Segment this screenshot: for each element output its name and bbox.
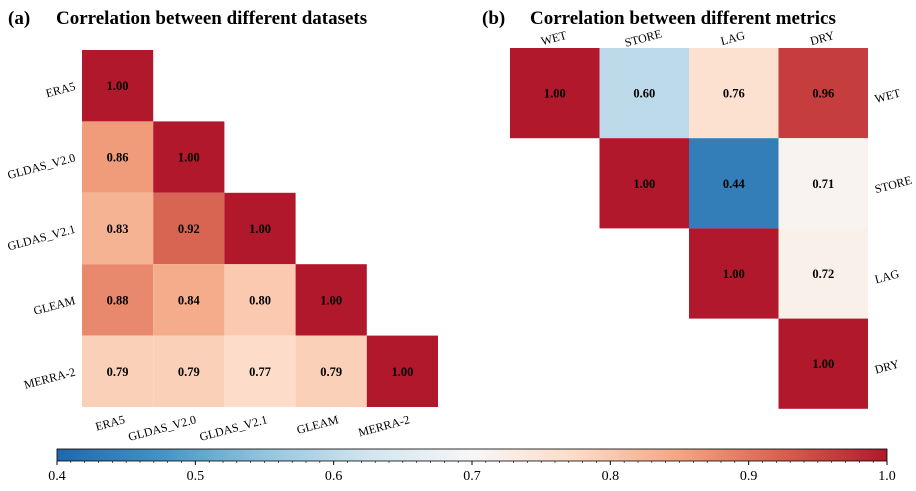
panel-a-letter: (a) (8, 8, 30, 29)
panel-a-cell-label-4-4: 1.00 (391, 365, 413, 379)
panel-b-col-labels: WET STORE LAG DRY (539, 26, 836, 49)
panel-b-cell-2-2 (689, 228, 779, 319)
colorbar-tick-label-6: 1.0 (878, 469, 896, 484)
panel-b-cell-1-3 (778, 138, 868, 229)
panel-a-cell-3-0 (82, 264, 154, 336)
panel-a-cell-label-4-2: 0.77 (249, 365, 271, 379)
colorbar-tick-label-2: 0.6 (325, 469, 343, 484)
panel-b-cell-label-1-2: 0.44 (723, 177, 746, 191)
panel-b-cell-1-1 (599, 138, 689, 229)
panel-a-col-label-1: GLDAS_V2.0 (127, 412, 198, 444)
panel-a-cell-2-0 (82, 192, 154, 265)
panel-a-cell-4-3 (295, 335, 367, 407)
panel-b-cell-2-3 (778, 228, 868, 319)
panel-b-row-label-3: DRY (873, 357, 901, 377)
panel-b-row-labels: WET STORE LAG DRY (873, 86, 913, 377)
panel-b-cell-label-0-3: 0.96 (812, 87, 834, 101)
colorbar-tick-label-1: 0.5 (187, 469, 205, 484)
panel-a-title: Correlation between different datasets (56, 8, 367, 29)
panel-a-cell-label-3-3: 1.00 (320, 293, 342, 307)
panel-a-row-labels: ERA5 GLDAS_V2.0 GLDAS_V2.1 GLEAM MERRA-2 (6, 79, 77, 392)
panel-a-cell-3-1 (153, 264, 225, 336)
panel-a-cell-label-2-2: 1.00 (249, 222, 271, 236)
panel-a-cell-4-4 (366, 335, 438, 407)
colorbar-gradient (56, 448, 888, 462)
colorbar-tick-label-5: 0.9 (740, 469, 758, 484)
panel-a-cell-3-2 (224, 264, 296, 336)
panel-a-cell-label-0-0: 1.00 (107, 79, 129, 93)
panel-b-cell-label-3-3: 1.00 (812, 357, 834, 371)
colorbar-tick-label-0: 0.4 (48, 469, 66, 484)
panel-b-col-label-1: STORE (623, 26, 663, 49)
panel-b-cell-0-2 (689, 48, 779, 139)
panel-b-cell-0-3 (778, 48, 868, 139)
panel-a-heatmap: (a) Correlation between different datase… (6, 8, 438, 444)
panel-a-col-label-0: ERA5 (94, 412, 127, 433)
panel-a-cell-2-2 (224, 192, 296, 265)
panel-b-cell-label-0-2: 0.76 (723, 87, 745, 101)
panel-a-col-label-3: GLEAM (295, 412, 340, 437)
panel-a-cell-label-2-1: 0.92 (178, 222, 200, 236)
panel-b-col-label-0: WET (539, 28, 568, 48)
panel-b-cell-label-1-3: 0.71 (812, 177, 834, 191)
panel-b-cell-0-1 (599, 48, 689, 139)
panel-a-row-label-2: GLDAS_V2.1 (6, 222, 77, 254)
panel-b-row-label-0: WET (873, 86, 902, 106)
panel-b-cell-label-0-1: 0.60 (633, 87, 655, 101)
panel-a-row-label-0: ERA5 (44, 79, 77, 100)
panel-a-cell-label-1-1: 1.00 (178, 151, 200, 165)
panel-b-row-label-2: LAG (873, 266, 901, 286)
panel-b-cell-1-2 (689, 138, 779, 229)
colorbar-ticks: 0.4 0.5 0.6 0.7 0.8 0.9 1.0 (48, 461, 896, 484)
panel-a-cell-label-4-1: 0.79 (178, 365, 200, 379)
panel-b-col-label-2: LAG (719, 28, 747, 48)
colorbar-tick-label-4: 0.8 (602, 469, 620, 484)
panel-b-heatmap: (b) Correlation between different metric… (482, 8, 913, 409)
panel-a-col-label-2: GLDAS_V2.1 (198, 412, 269, 444)
colorbar: 0.4 0.5 0.6 0.7 0.8 0.9 1.0 (48, 448, 896, 484)
panel-a-row-label-4: MERRA-2 (22, 365, 77, 392)
panel-a-cell-label-3-2: 0.80 (249, 293, 271, 307)
panel-a-cell-1-1 (153, 121, 225, 193)
panel-a-cell-label-3-1: 0.84 (178, 293, 201, 307)
panel-a-cell-0-0 (82, 50, 154, 122)
panel-a-cell-4-2 (224, 335, 296, 407)
panel-a-cell-label-1-0: 0.86 (107, 151, 129, 165)
panel-a-cell-label-2-0: 0.83 (107, 222, 129, 236)
panel-a-cell-4-1 (153, 335, 225, 407)
panel-b-title: Correlation between different metrics (530, 8, 836, 29)
panel-a-cell-4-0 (82, 335, 154, 407)
panel-b-col-label-3: DRY (808, 28, 836, 48)
panel-a-cells: 1.00 0.86 1.00 0.83 0.92 1.00 0.88 0.84 0.80 1.00… (82, 50, 438, 407)
panel-b-cell-label-0-0: 1.00 (544, 87, 566, 101)
panel-b-letter: (b) (482, 8, 505, 29)
panel-b-cell-0-0 (510, 48, 600, 139)
panel-a-cell-label-4-3: 0.79 (320, 365, 342, 379)
panel-b-row-label-1: STORE (873, 173, 913, 196)
panel-a-cell-1-0 (82, 121, 154, 193)
panel-a-col-labels: ERA5 GLDAS_V2.0 GLDAS_V2.1 GLEAM MERRA-2 (94, 412, 411, 444)
panel-a-col-label-4: MERRA-2 (357, 412, 412, 439)
panel-b-cell-label-2-3: 0.72 (812, 267, 834, 281)
panel-b-cell-label-1-1: 1.00 (633, 177, 655, 191)
panel-b-cell-label-2-2: 1.00 (723, 267, 745, 281)
panel-a-cell-label-4-0: 0.79 (107, 365, 129, 379)
panel-a-cell-label-3-0: 0.88 (107, 293, 129, 307)
panel-a-cell-3-3 (295, 264, 367, 336)
colorbar-tick-label-3: 0.7 (463, 469, 481, 484)
panel-b-cells: 1.00 0.60 0.76 0.96 1.00 0.44 0.71 1.00 0.72 1.00 (510, 48, 868, 409)
panel-b-cell-3-3 (778, 318, 868, 409)
panel-a-row-label-1: GLDAS_V2.0 (6, 150, 77, 182)
panel-a-row-label-3: GLEAM (32, 293, 77, 318)
panel-a-cell-2-1 (153, 192, 225, 265)
